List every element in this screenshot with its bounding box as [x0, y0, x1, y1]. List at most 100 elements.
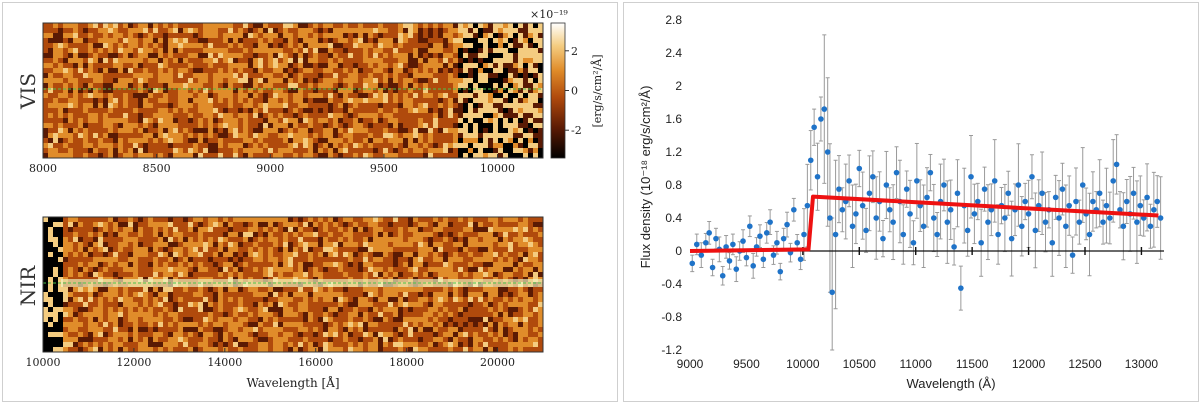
heatmap-pixel [488, 38, 494, 44]
heatmap-pixel [498, 83, 504, 89]
heatmap-pixel [148, 232, 154, 238]
heatmap-pixel [233, 108, 239, 114]
heatmap-pixel [268, 23, 274, 29]
heatmap-pixel [93, 33, 99, 39]
heatmap-pixel [133, 128, 139, 134]
heatmap-pixel [178, 133, 184, 139]
heatmap-pixel [398, 68, 404, 74]
heatmap-pixel [63, 232, 69, 238]
heatmap-pixel [428, 58, 434, 64]
heatmap-pixel [478, 38, 484, 44]
heatmap-pixel [138, 103, 144, 109]
heatmap-pixel [538, 48, 544, 54]
heatmap-pixel [313, 237, 319, 243]
heatmap-pixel [183, 297, 189, 303]
heatmap-pixel [298, 103, 304, 109]
heatmap-pixel [503, 247, 509, 253]
heatmap-pixel [513, 252, 519, 258]
heatmap-pixel [338, 93, 344, 99]
heatmap-pixel [508, 227, 514, 233]
heatmap-pixel [58, 247, 64, 253]
heatmap-pixel [53, 257, 59, 263]
heatmap-pixel [393, 98, 399, 104]
heatmap-pixel [468, 48, 474, 54]
heatmap-pixel [483, 78, 489, 84]
heatmap-pixel [263, 317, 269, 323]
heatmap-pixel [353, 297, 359, 303]
heatmap-pixel [143, 217, 149, 223]
heatmap-pixel [473, 148, 479, 154]
heatmap-pixel [243, 88, 249, 94]
heatmap-pixel [138, 93, 144, 99]
heatmap-pixel [218, 38, 224, 44]
heatmap-pixel [163, 68, 169, 74]
heatmap-pixel [173, 103, 179, 109]
heatmap-pixel [263, 28, 269, 34]
heatmap-pixel [313, 93, 319, 99]
heatmap-pixel [473, 272, 479, 278]
heatmap-pixel [113, 148, 119, 154]
heatmap-pixel [523, 222, 529, 228]
heatmap-pixel [68, 113, 74, 119]
heatmap-pixel [53, 38, 59, 44]
heatmap-pixel [508, 153, 514, 159]
heatmap-pixel [518, 78, 524, 84]
heatmap-pixel [263, 133, 269, 139]
heatmap-pixel [473, 58, 479, 64]
heatmap-pixel [488, 312, 494, 318]
heatmap-pixel [468, 232, 474, 238]
heatmap-pixel [213, 88, 219, 94]
heatmap-pixel [428, 68, 434, 74]
heatmap-pixel [163, 227, 169, 233]
heatmap-pixel [373, 123, 379, 129]
heatmap-pixel [328, 33, 334, 39]
heatmap-pixel [218, 287, 224, 293]
heatmap-pixel [538, 317, 544, 323]
heatmap-pixel [193, 307, 199, 313]
heatmap-pixel [398, 123, 404, 129]
heatmap-pixel [183, 138, 189, 144]
heatmap-pixel [533, 292, 539, 298]
heatmap-pixel [433, 262, 439, 268]
heatmap-pixel [403, 297, 409, 303]
heatmap-pixel [308, 322, 314, 328]
heatmap-pixel [178, 237, 184, 243]
heatmap-pixel [123, 237, 129, 243]
heatmap-pixel [213, 262, 219, 268]
heatmap-pixel [473, 68, 479, 74]
heatmap-pixel [93, 113, 99, 119]
heatmap-pixel [498, 28, 504, 34]
heatmap-pixel [488, 302, 494, 308]
heatmap-pixel [103, 128, 109, 134]
heatmap-pixel [78, 68, 84, 74]
heatmap-pixel [438, 113, 444, 119]
heatmap-pixel [233, 138, 239, 144]
heatmap-pixel [258, 327, 264, 333]
heatmap-pixel [103, 108, 109, 114]
heatmap-pixel [98, 302, 104, 308]
heatmap-pixel [493, 138, 499, 144]
heatmap-pixel [373, 242, 379, 248]
heatmap-pixel [383, 108, 389, 114]
heatmap-pixel [443, 123, 449, 129]
heatmap-pixel [278, 322, 284, 328]
heatmap-pixel [108, 138, 114, 144]
heatmap-pixel [373, 83, 379, 89]
heatmap-pixel [148, 73, 154, 79]
heatmap-pixel [298, 58, 304, 64]
heatmap-pixel [428, 297, 434, 303]
heatmap-pixel [468, 287, 474, 293]
heatmap-pixel [368, 317, 374, 323]
heatmap-pixel [468, 93, 474, 99]
heatmap-pixel [158, 237, 164, 243]
heatmap-pixel [403, 322, 409, 328]
heatmap-pixel [308, 153, 314, 159]
heatmap-pixel [43, 43, 49, 49]
heatmap-pixel [233, 262, 239, 268]
heatmap-pixel [178, 103, 184, 109]
heatmap-pixel [328, 257, 334, 263]
spectra-image-panel: VIS 8000 8500 9000 9500 10000 ×10⁻¹⁹ 2 0 -2 [e… [2, 2, 618, 402]
heatmap-pixel [103, 63, 109, 69]
heatmap-pixel [128, 267, 134, 273]
heatmap-pixel [288, 33, 294, 39]
